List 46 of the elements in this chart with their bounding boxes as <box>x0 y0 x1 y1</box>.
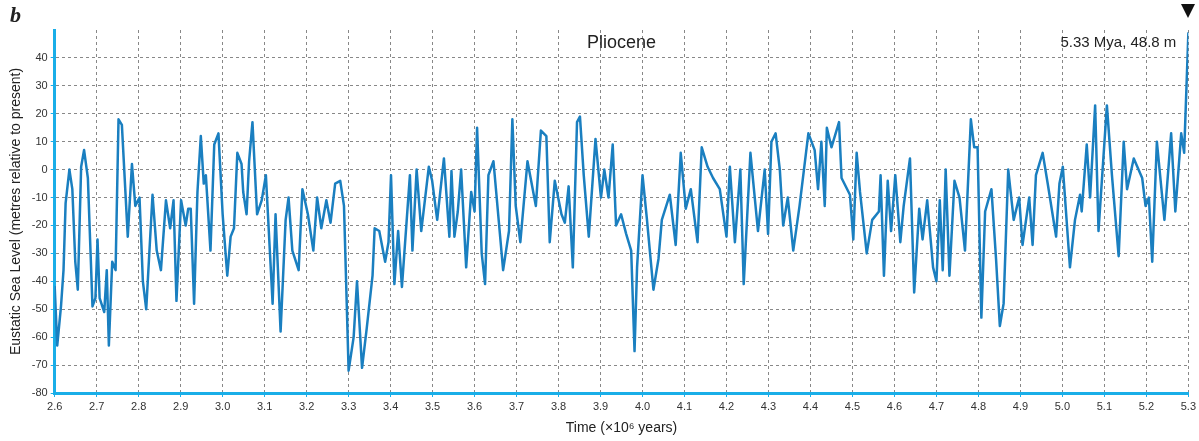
y-tick-label: -10 <box>31 190 48 203</box>
chart-title: Pliocene <box>587 31 657 52</box>
y-tick-label: -30 <box>31 246 48 259</box>
x-tick-label: 3.3 <box>340 399 357 412</box>
x-tick-label: 2.9 <box>173 399 189 412</box>
y-tick-label: 0 <box>41 162 48 175</box>
x-tick-label: 4.6 <box>886 399 903 412</box>
annotation: 5.33 Mya, 48.8 m <box>1060 33 1177 51</box>
x-tick-label: 5.1 <box>1096 399 1113 412</box>
y-tick-label: 20 <box>35 106 48 119</box>
y-axis-title: Eustatic Sea Level (metres relative to present) <box>7 67 24 356</box>
x-tick-label: 2.8 <box>131 399 147 412</box>
y-tick-label: 10 <box>35 134 48 147</box>
y-tick-label: -70 <box>31 358 48 371</box>
x-tick-label: 4.2 <box>718 399 735 412</box>
y-tick-label: -20 <box>31 218 48 231</box>
x-tick-label: 3.4 <box>382 399 399 412</box>
x-tick-label: 5.2 <box>1138 399 1155 412</box>
y-tick-label: -60 <box>31 330 48 343</box>
x-tick-label: 3.2 <box>298 399 315 412</box>
x-tick-label: 3.5 <box>424 399 441 412</box>
y-tick-label: 40 <box>35 50 48 63</box>
text: b <box>10 1 21 27</box>
x-tick-label: 4.8 <box>970 399 987 412</box>
x-tick-label: 3.8 <box>550 399 567 412</box>
x-tick-label: 3.1 <box>256 399 273 412</box>
y-tick-label: 30 <box>35 78 48 91</box>
x-tick-label: 3.6 <box>466 399 483 412</box>
x-tick-label: 4.9 <box>1012 399 1029 412</box>
x-tick-label: 4.5 <box>844 399 861 412</box>
x-tick-label: 4.1 <box>676 399 693 412</box>
x-axis-title: Time (×10⁶ years) <box>565 419 678 436</box>
x-tick-label: 2.6 <box>47 399 63 412</box>
y-tick-label: -40 <box>31 274 48 287</box>
x-tick-label: 3.7 <box>508 399 525 412</box>
y-tick-label: -80 <box>31 386 48 399</box>
x-tick-label: 4.4 <box>802 399 819 412</box>
x-tick-label: 4.7 <box>928 399 945 412</box>
y-tick-label: -50 <box>31 302 48 315</box>
x-tick-label: 4.3 <box>760 399 777 412</box>
x-tick-label: 3.0 <box>215 399 231 412</box>
x-tick-label: 4.0 <box>634 399 651 412</box>
x-tick-label: 5.0 <box>1054 399 1071 412</box>
x-tick-label: 3.9 <box>592 399 609 412</box>
x-tick-label: 2.7 <box>89 399 105 412</box>
x-tick-label: 5.3 <box>1180 399 1196 412</box>
